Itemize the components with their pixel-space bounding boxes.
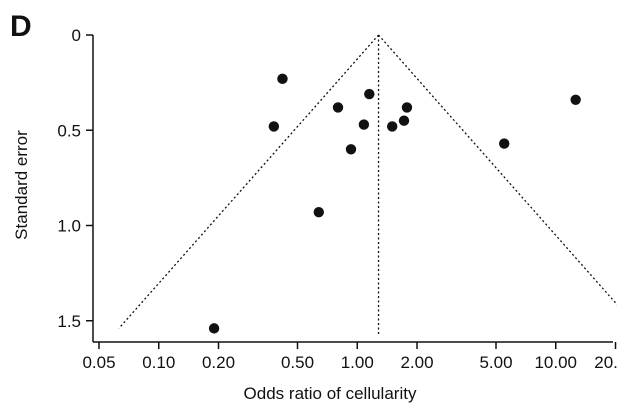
study-point: [332, 102, 344, 113]
study-point: [313, 206, 324, 218]
study-point: [570, 94, 581, 105]
y-tick-label: 0: [72, 26, 81, 45]
y-tick-label: 0.5: [57, 121, 81, 140]
x-tick-label: 5.00: [479, 353, 512, 372]
study-point: [208, 323, 220, 334]
study-point: [364, 88, 375, 100]
x-tick-label: 0.10: [142, 353, 175, 372]
x-tick-label: 0.20: [202, 353, 235, 372]
axes: [92, 35, 613, 343]
study-point: [277, 73, 288, 85]
study-point: [387, 121, 398, 132]
funnel-right-limit-line: [378, 34, 617, 306]
y-axis-ticks: 0 0.5 1.0 1.5: [57, 26, 93, 331]
x-axis-ticks: 0.05 0.10 0.20 0.50 1.00 2.00 5.00 10.00 20.00: [82, 342, 617, 372]
study-point: [499, 138, 510, 149]
y-tick-label: 1.5: [57, 312, 81, 331]
funnel-lines: [118, 34, 617, 336]
x-tick-label: 10.00: [534, 353, 577, 372]
x-tick-label: 0.50: [281, 353, 314, 372]
study-point: [268, 121, 280, 132]
study-point: [358, 119, 370, 130]
study-points: [208, 73, 581, 334]
y-axis-title: Standard error: [12, 130, 31, 240]
study-point: [398, 115, 410, 126]
panel-letter: D: [10, 10, 32, 43]
x-tick-label: 20.00: [594, 353, 617, 372]
study-point: [401, 102, 413, 113]
x-axis-title: Odds ratio of cellularity: [244, 384, 417, 403]
y-tick-label: 1.0: [57, 217, 81, 236]
x-tick-label: 0.05: [82, 353, 115, 372]
study-point: [345, 144, 357, 155]
funnel-left-limit-line: [118, 34, 380, 329]
x-tick-label: 2.00: [400, 353, 433, 372]
x-tick-label: 1.00: [341, 353, 374, 372]
